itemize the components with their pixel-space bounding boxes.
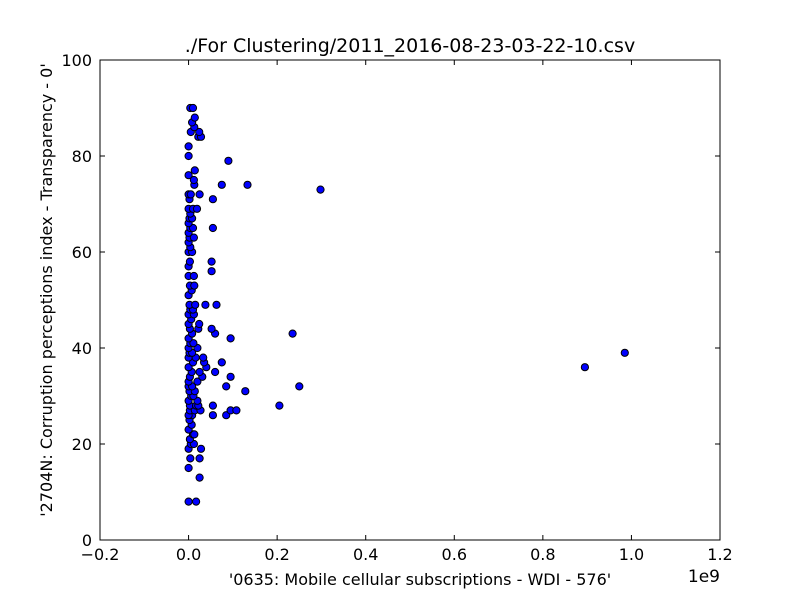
chart-title: ./For Clustering/2011_2016-08-23-03-22-1… <box>185 35 635 57</box>
data-point <box>193 377 202 386</box>
data-point <box>184 171 193 180</box>
data-point <box>232 406 241 415</box>
data-point <box>190 166 199 175</box>
x-axis-offset-label: 1e9 <box>688 567 720 587</box>
data-point <box>189 339 198 348</box>
data-point <box>207 267 216 276</box>
data-point <box>316 185 325 194</box>
data-point <box>188 103 198 113</box>
data-point <box>212 300 221 309</box>
y-tick-label: 20 <box>72 435 92 454</box>
data-point <box>189 175 198 185</box>
data-point <box>195 367 204 377</box>
y-tick-label: 100 <box>61 51 92 70</box>
data-point <box>208 411 217 420</box>
y-tick-label: 60 <box>72 243 92 262</box>
data-point <box>190 113 199 122</box>
data-point <box>189 233 198 242</box>
y-axis-title: '2704N: Corruption perceptions index - T… <box>37 63 56 516</box>
data-point <box>184 497 193 506</box>
data-point <box>184 142 193 151</box>
x-tick-label: 0.8 <box>530 545 555 564</box>
data-point <box>217 180 226 189</box>
data-point <box>224 156 233 165</box>
data-point <box>217 358 226 367</box>
data-point <box>243 180 252 189</box>
data-point <box>288 329 297 338</box>
data-point <box>191 300 200 309</box>
data-points <box>184 103 629 506</box>
x-axis-title: '0635: Mobile cellular subscriptions - W… <box>229 570 611 589</box>
data-point <box>207 257 216 266</box>
y-tick-label: 80 <box>72 147 92 166</box>
data-point <box>208 401 217 410</box>
data-point <box>226 334 235 343</box>
data-point <box>195 127 204 137</box>
axes: −0.2 0.0 0.2 0.4 0.6 0.8 1.0 1.2 0 20 40 60 80 100 <box>61 51 732 564</box>
y-tick-label: 40 <box>72 339 92 358</box>
data-point <box>184 463 193 473</box>
data-point <box>192 497 201 506</box>
x-tick-label: 0.2 <box>264 545 289 564</box>
data-point <box>211 367 220 377</box>
data-point <box>226 372 235 381</box>
data-point <box>295 382 304 391</box>
data-point <box>195 319 204 329</box>
data-point <box>208 195 217 204</box>
data-point <box>190 281 199 290</box>
data-point <box>186 454 195 463</box>
x-tick-label: 0.4 <box>353 545 378 564</box>
data-point <box>189 271 198 281</box>
x-tick-label: −0.2 <box>81 545 120 564</box>
data-point <box>195 473 204 482</box>
data-point <box>580 363 590 372</box>
data-point <box>222 382 231 391</box>
data-point <box>186 190 195 199</box>
data-point <box>207 324 216 333</box>
x-tick-label: 0.0 <box>176 545 201 564</box>
data-point <box>195 454 204 463</box>
data-point <box>275 401 284 410</box>
data-point <box>196 444 206 453</box>
data-point <box>192 204 202 213</box>
data-point <box>620 348 629 357</box>
data-point <box>199 353 208 362</box>
data-point <box>195 190 204 199</box>
data-point <box>184 151 193 161</box>
x-tick-label: 0.6 <box>442 545 467 564</box>
x-tick-label: 1.0 <box>619 545 644 564</box>
x-tick-label: 1.2 <box>707 545 732 564</box>
data-point <box>201 300 210 309</box>
data-point <box>208 223 217 233</box>
data-point <box>241 387 250 396</box>
data-point <box>190 430 199 439</box>
y-tick-label: 0 <box>82 531 92 550</box>
plot-frame <box>99 59 721 541</box>
data-point <box>185 257 194 266</box>
